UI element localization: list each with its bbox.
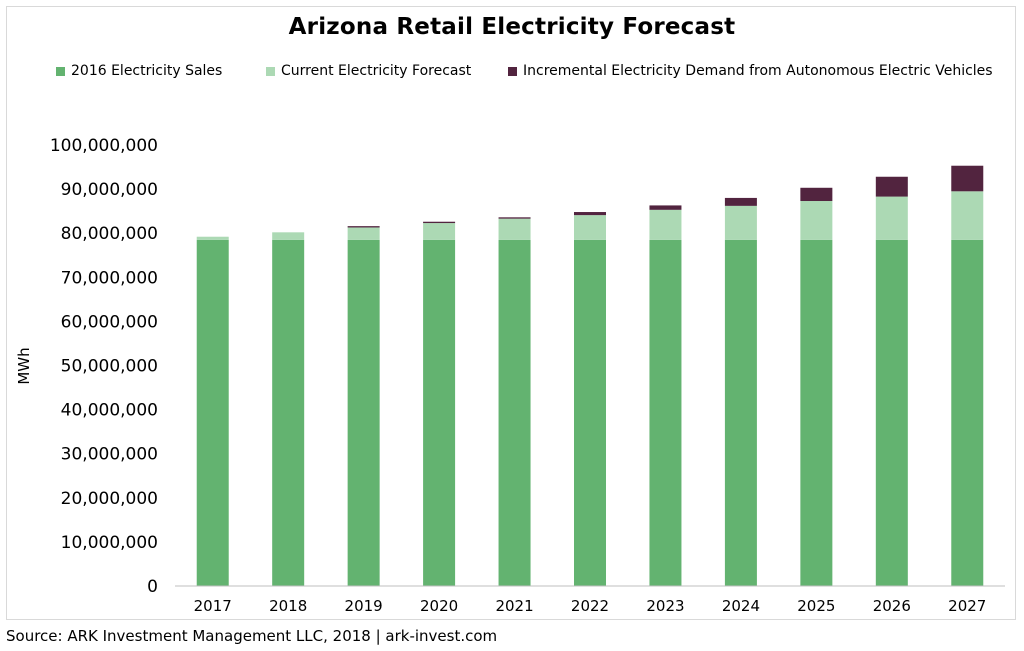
bar-segment-series-0 [800,239,833,586]
bar-segment-series-0 [875,239,908,586]
bar-segment-series-2 [498,217,531,219]
bar-segment-series-0 [423,239,456,586]
y-tick-label: 40,000,000 [61,401,158,421]
legend-label-autonomous-ev: Incremental Electricity Demand from Auto… [523,63,993,79]
bar-segment-series-2 [800,187,833,202]
y-tick-label: 70,000,000 [61,268,158,288]
legend-label-current-forecast: Current Electricity Forecast [281,63,472,79]
legend-label-2016-sales: 2016 Electricity Sales [71,63,223,79]
bar-segment-series-2 [951,165,984,192]
bar-segment-series-2 [423,221,456,224]
bar-segment-series-1 [272,232,305,240]
bar-segment-series-1 [498,218,531,240]
bar-segment-series-2 [574,212,606,216]
x-tick-label: 2026 [873,597,911,615]
y-tick-label: 20,000,000 [61,489,158,509]
bar-segment-series-0 [498,239,531,586]
x-tick-label: 2020 [420,597,458,615]
x-tick-label: 2025 [797,597,835,615]
bar-segment-series-0 [196,239,229,586]
bar-segment-series-0 [574,239,606,586]
bar-segment-series-1 [951,191,984,240]
x-tick-label: 2027 [948,597,986,615]
x-tick-label: 2024 [722,597,760,615]
x-tick-label: 2022 [571,597,609,615]
bar-segment-series-2 [649,205,682,210]
x-tick-label: 2017 [194,597,232,615]
y-tick-label: 80,000,000 [61,224,158,244]
x-tick-label: 2021 [495,597,533,615]
y-tick-label: 10,000,000 [61,533,158,553]
legend-swatch-autonomous-ev [508,66,517,76]
legend-item-autonomous-ev: Incremental Electricity Demand from Auto… [508,63,993,79]
bar-segment-series-0 [724,239,757,586]
y-tick-label: 90,000,000 [61,180,158,200]
chart-title: Arizona Retail Electricity Forecast [288,14,736,40]
bar-segment-series-0 [951,239,984,586]
x-tick-label: 2019 [345,597,383,615]
bar-segment-series-1 [423,223,456,240]
bar-segment-series-0 [649,239,682,586]
bar-segment-series-0 [272,239,305,586]
x-tick-label: 2023 [646,597,684,615]
chart-frame [6,6,1016,620]
legend-swatch-2016-sales [56,66,65,76]
legend-item-2016-sales: 2016 Electricity Sales [56,63,222,79]
bar-segment-series-1 [347,227,380,240]
y-tick-label: 100,000,000 [50,136,158,156]
bar-segment-series-1 [649,209,682,240]
y-tick-label: 50,000,000 [61,357,158,377]
x-tick-label: 2018 [269,597,307,615]
bar-segment-series-1 [196,236,229,240]
legend-swatch-current-forecast [266,66,275,76]
legend-item-current-forecast: Current Electricity Forecast [266,63,471,79]
bar-segment-series-1 [574,215,606,240]
bar-segment-series-2 [724,197,757,206]
y-tick-label: 60,000,000 [61,312,158,332]
bar-segment-series-1 [800,201,833,240]
bar-segment-series-2 [875,176,908,197]
bar-segment-series-0 [347,239,380,586]
source-caption: Source: ARK Investment Management LLC, 2… [6,627,498,645]
bar-segment-series-2 [347,226,380,228]
bar-segment-series-1 [875,196,908,240]
y-tick-label: 30,000,000 [61,445,158,465]
y-tick-label: 0 [147,577,158,597]
bar-segment-series-1 [724,205,757,240]
